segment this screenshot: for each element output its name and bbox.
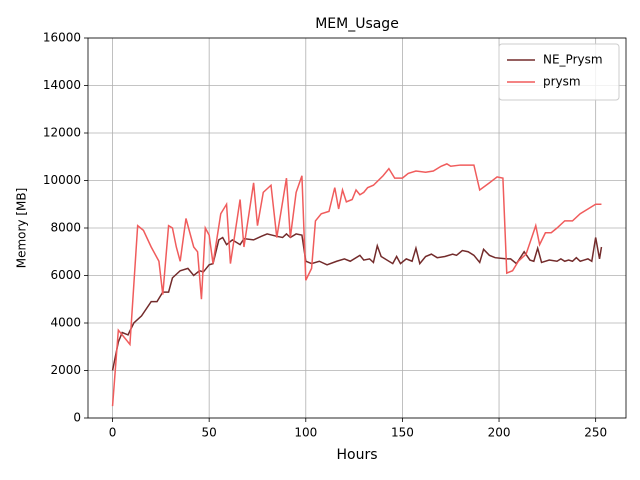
x-tick-label: 200	[488, 426, 511, 440]
y-tick-label: 12000	[43, 126, 81, 140]
y-tick-label: 14000	[43, 78, 81, 92]
y-tick-label: 4000	[50, 316, 81, 330]
y-tick-label: 16000	[43, 31, 81, 45]
legend-box	[498, 43, 620, 101]
data-line	[111, 163, 602, 407]
y-tick-label: 8000	[50, 221, 81, 235]
y-tick-label: 2000	[50, 363, 81, 377]
y-tick-label: 0	[73, 411, 81, 425]
chart-title: MEM_Usage	[315, 16, 399, 32]
y-axis-label: Memory [MB]	[15, 188, 29, 269]
x-tick-label: 0	[109, 426, 117, 440]
data-line	[111, 232, 603, 371]
plot-lines	[111, 163, 603, 407]
x-tick-label: 250	[584, 426, 607, 440]
x-tick-label: 150	[391, 426, 414, 440]
y-tick-label: 10000	[43, 173, 81, 187]
y-tick-label: 6000	[50, 268, 81, 282]
legend-label: prysm	[543, 75, 581, 89]
legend-label: NE_Prysm	[543, 53, 603, 67]
x-tick-label: 50	[202, 426, 217, 440]
x-axis-label: Hours	[336, 447, 377, 463]
x-tick-label: 100	[294, 426, 317, 440]
